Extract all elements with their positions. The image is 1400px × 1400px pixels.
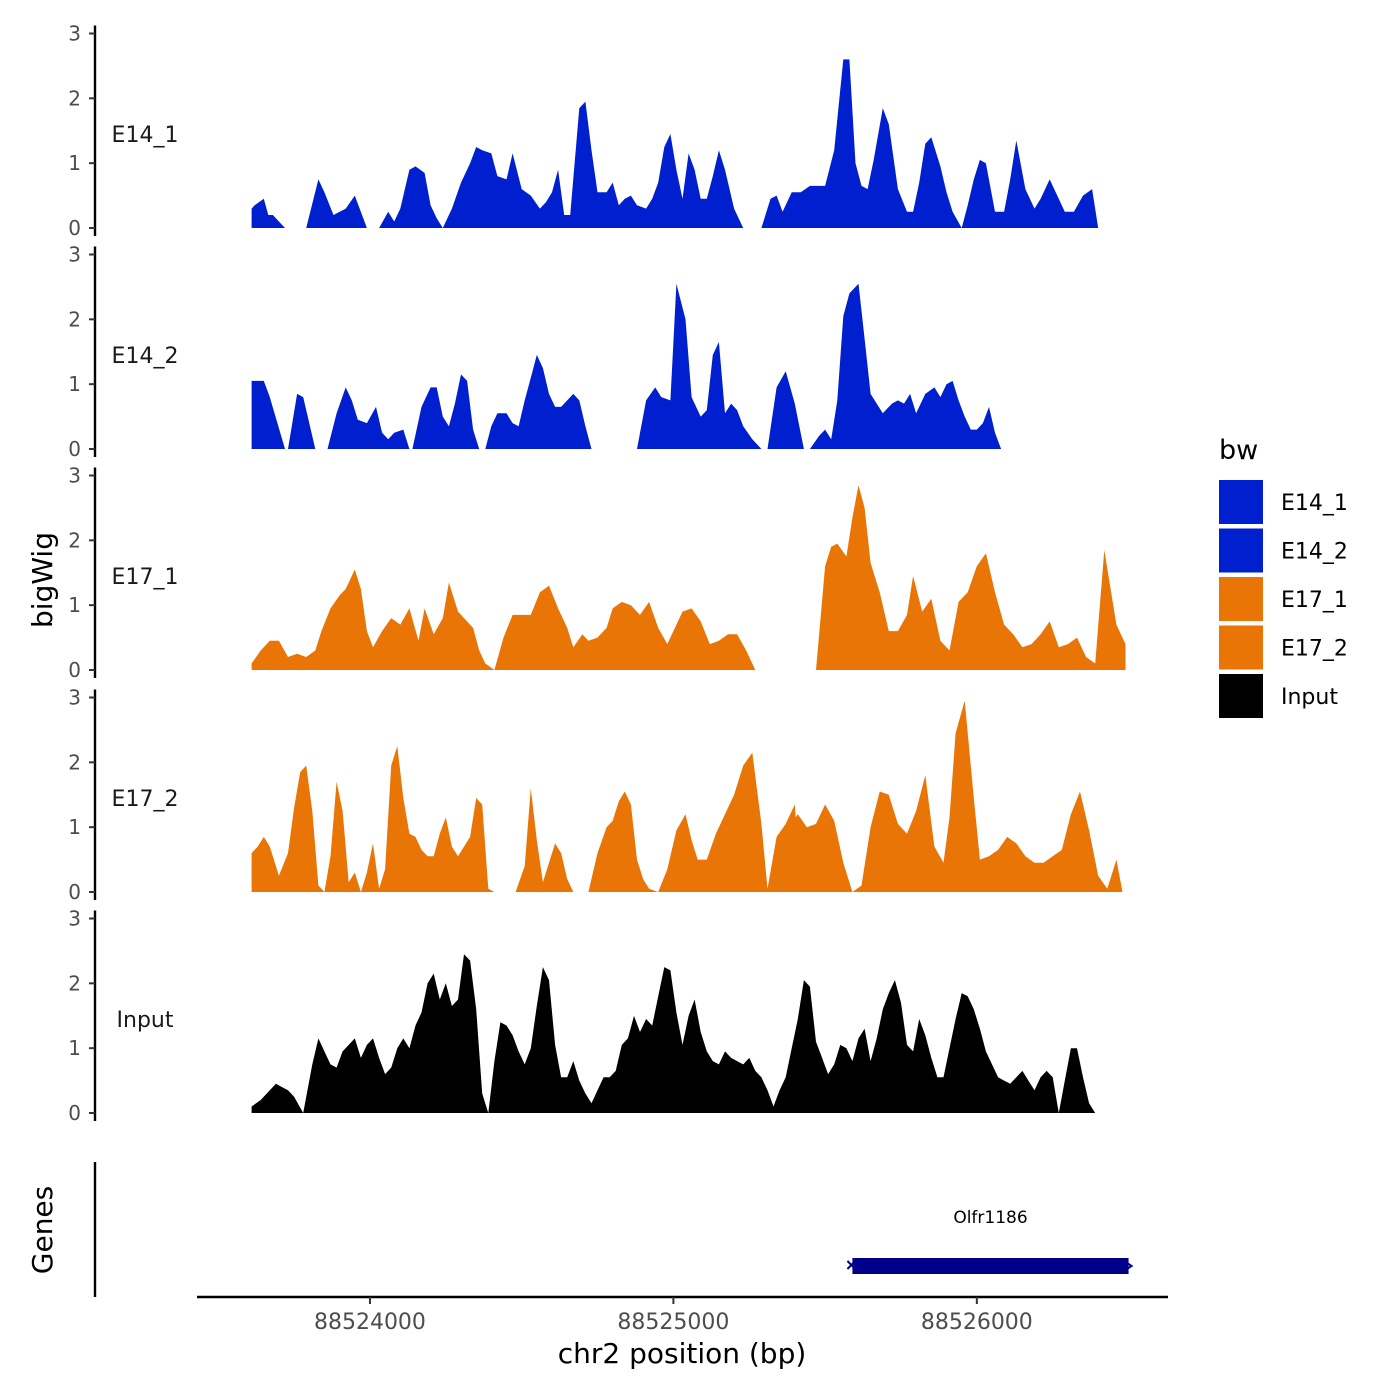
x-tick-label: 88525000 [617,1310,729,1335]
gene-track: Olfr1186 [93,1162,1134,1297]
track-label: E17_1 [112,565,179,590]
gene-label: Olfr1186 [953,1208,1027,1228]
track-label: E14_1 [112,123,179,148]
y-tick-label: 1 [68,593,81,617]
track-label: E17_2 [112,787,179,812]
legend-swatch-E14_2 [1219,528,1263,573]
signal-area-E14_1 [379,166,443,228]
x-axis-title: chr2 position (bp) [558,1337,807,1370]
y-tick-label: 3 [68,243,81,267]
y-tick-label: 3 [68,22,81,46]
legend-label: E17_2 [1281,637,1348,662]
y-tick-label: 2 [68,971,81,995]
y-tick-label: 2 [68,307,81,331]
legend-swatch-E14_1 [1219,480,1263,524]
signal-area-E14_2 [288,393,316,449]
legend-label: Input [1281,685,1338,710]
legend-swatch-E17_1 [1219,577,1263,621]
track-E14_1: 0 1 2 3 E14_1 [68,22,1123,240]
gene-strand-arrow-icon [846,1260,857,1270]
legend-swatch-Input [1219,674,1263,718]
legend-swatch-E17_2 [1219,625,1263,670]
y-tick-label: 3 [68,686,81,710]
y-tick-label: 0 [68,437,81,461]
x-tick-label: 88524000 [314,1310,426,1335]
signal-area-E14_1 [761,59,1123,229]
track-E14_2: 0 1 2 3 E14_2 [68,243,1059,461]
legend: bw E14_1 E14_2 E17_1 E17_2 Input [1219,435,1348,718]
track-Input: 0 1 2 3 Input [68,907,1096,1125]
signal-area-E17_2 [588,791,659,892]
track-label: E14_2 [112,344,179,369]
signal-area-E17_2 [251,746,519,892]
gene-end-marker-icon [1124,1261,1134,1271]
legend-title: bw [1219,435,1258,466]
signal-area-E14_2 [412,355,634,449]
genes-axis-title: Genes [26,1186,59,1274]
signal-area-E14_1 [442,101,762,228]
signal-tracks: 0 1 2 3 E14_1 0 1 2 3 E14_2 0 1 2 3 E17_1 0 1 2 3 E17_2 0 1 2 3… [68,22,1126,1125]
signal-area-E17_1 [251,569,807,670]
signal-area-E14_2 [637,283,768,449]
legend-label: E14_1 [1281,491,1348,516]
signal-area-E17_2 [770,700,1123,892]
legend-label: E14_2 [1281,540,1348,565]
signal-area-E14_2 [327,387,410,449]
y-tick-label: 0 [68,658,81,682]
signal-area-E14_1 [251,198,292,228]
signal-area-E17_2 [658,752,801,892]
signal-area-E17_1 [816,485,1126,670]
y-axis-title: bigWig [26,532,59,628]
signal-area-E17_2 [515,788,574,892]
gene-body [852,1258,1129,1274]
y-tick-label: 2 [68,86,81,110]
signal-area-E14_1 [306,179,367,228]
y-tick-label: 2 [68,750,81,774]
track-label: Input [117,1008,174,1033]
y-tick-label: 0 [68,1101,81,1125]
track-E17_2: 0 1 2 3 E17_2 [68,686,1123,904]
y-tick-label: 1 [68,1036,81,1060]
x-axis: 88524000 88525000 88526000 [197,1295,1168,1335]
y-tick-label: 1 [68,372,81,396]
y-tick-label: 2 [68,528,81,552]
track-E17_1: 0 1 2 3 E17_1 [68,464,1126,682]
y-tick-label: 0 [68,880,81,904]
x-tick-label: 88526000 [921,1310,1033,1335]
legend-label: E17_1 [1281,588,1348,613]
signal-area-Input [251,954,1096,1113]
y-tick-label: 1 [68,815,81,839]
y-tick-label: 3 [68,464,81,488]
y-tick-label: 1 [68,151,81,175]
y-tick-label: 0 [68,216,81,240]
y-tick-label: 3 [68,907,81,931]
signal-area-E14_2 [767,283,1059,449]
signal-area-E14_2 [251,380,285,449]
